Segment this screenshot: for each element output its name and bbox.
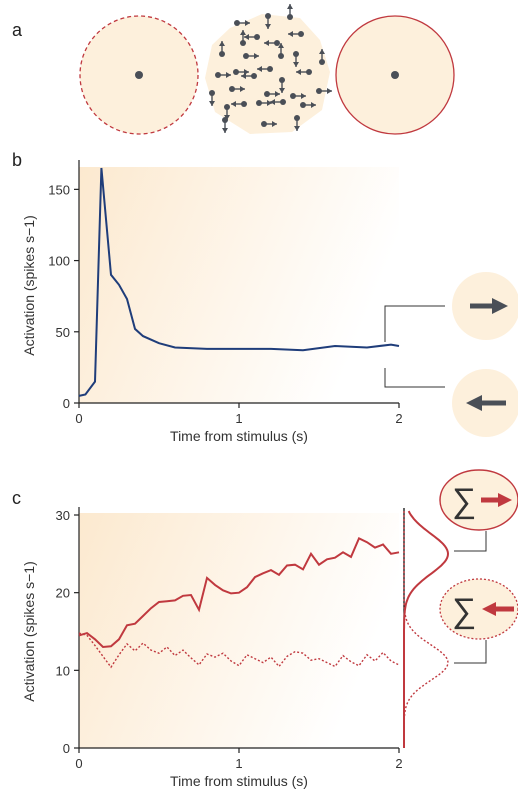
motion-dot bbox=[244, 34, 260, 40]
connector-sum-top bbox=[454, 531, 487, 552]
motion-dot bbox=[288, 31, 304, 37]
sum-ellipse-dotted bbox=[439, 578, 518, 640]
y-tick-label: 10 bbox=[56, 663, 70, 678]
y-tick-label: 20 bbox=[56, 586, 70, 601]
motion-dot bbox=[294, 115, 300, 131]
motion-dot bbox=[241, 73, 257, 79]
y-tick-label: 0 bbox=[63, 396, 70, 411]
y-tick-label: 30 bbox=[56, 508, 70, 523]
motion-dot bbox=[264, 91, 280, 97]
left-arrow-icon bbox=[466, 395, 506, 411]
x-tick-label: 1 bbox=[235, 411, 242, 426]
sum-icon-top: ∑ bbox=[452, 482, 476, 520]
motion-dot bbox=[300, 102, 316, 108]
y-tick-label: 0 bbox=[63, 741, 70, 756]
motion-dot bbox=[215, 72, 231, 78]
x-tick-label: 0 bbox=[75, 411, 82, 426]
axis-title-y-c: Activation (spikes s−1) bbox=[21, 561, 37, 701]
x-tick-label: 2 bbox=[395, 411, 402, 426]
sum-ellipse-solid bbox=[439, 469, 518, 531]
motion-dot bbox=[287, 4, 293, 20]
motion-dot bbox=[234, 20, 250, 26]
connector-left bbox=[384, 368, 445, 388]
motion-dot bbox=[279, 77, 285, 93]
motion-dot bbox=[290, 93, 306, 99]
motion-dot bbox=[265, 13, 271, 29]
sum-icon-bottom: ∑ bbox=[452, 592, 476, 630]
motion-dot bbox=[222, 117, 228, 133]
motion-dot bbox=[231, 101, 247, 107]
panel-label-a: a bbox=[12, 20, 23, 40]
motion-dot bbox=[261, 121, 277, 127]
motion-dots bbox=[209, 4, 332, 133]
motion-dot bbox=[296, 69, 312, 75]
right-arrow-icon-red bbox=[481, 493, 512, 507]
motion-dot bbox=[257, 66, 273, 72]
x-tick-label: 2 bbox=[395, 756, 402, 771]
y-tick-label: 50 bbox=[56, 325, 70, 340]
y-tick-label: 150 bbox=[48, 182, 70, 197]
panel-label-c: c bbox=[12, 488, 21, 508]
motion-dot bbox=[293, 51, 299, 67]
series-line-blue bbox=[78, 167, 400, 397]
motion-dot bbox=[319, 49, 325, 65]
panel-label-b: b bbox=[12, 150, 23, 170]
axis-title-x-c: Time from stimulus (s) bbox=[170, 773, 308, 789]
motion-dot bbox=[256, 100, 272, 106]
motion-dot bbox=[243, 53, 259, 59]
connector-sum-bottom bbox=[454, 640, 487, 664]
motion-dot bbox=[240, 30, 246, 46]
motion-dot bbox=[219, 41, 225, 57]
series-line-red-solid bbox=[78, 536, 400, 649]
connector-right bbox=[384, 305, 445, 342]
right-arrow-icon bbox=[470, 298, 508, 314]
plot-background-c bbox=[79, 513, 399, 748]
motion-dot bbox=[316, 88, 332, 94]
x-tick-label: 1 bbox=[235, 756, 242, 771]
random-dot-patch bbox=[205, 14, 330, 134]
motion-dot bbox=[264, 40, 280, 46]
motion-dot bbox=[209, 90, 215, 106]
x-tick-label: 0 bbox=[75, 756, 82, 771]
motion-dot bbox=[270, 99, 286, 105]
motion-dot bbox=[229, 86, 245, 92]
distribution-curve-dotted bbox=[403, 511, 449, 748]
distribution-curve-solid bbox=[403, 510, 450, 748]
fixation-dot-right bbox=[391, 71, 399, 79]
plot-background-b bbox=[79, 167, 399, 403]
y-tick-label: 100 bbox=[48, 254, 70, 269]
fixation-dot-left bbox=[135, 71, 143, 79]
panel-a-diagram bbox=[79, 4, 455, 135]
axis-title-x-b: Time from stimulus (s) bbox=[170, 428, 308, 444]
motion-dot bbox=[278, 43, 284, 59]
panel-b-chart: 0 1 2 0 50 100 150 Time from stimulus (s) Acti… bbox=[21, 160, 518, 444]
axis-title-y-b: Activation (spikes s−1) bbox=[21, 215, 37, 355]
left-arrow-icon-red bbox=[482, 602, 514, 616]
